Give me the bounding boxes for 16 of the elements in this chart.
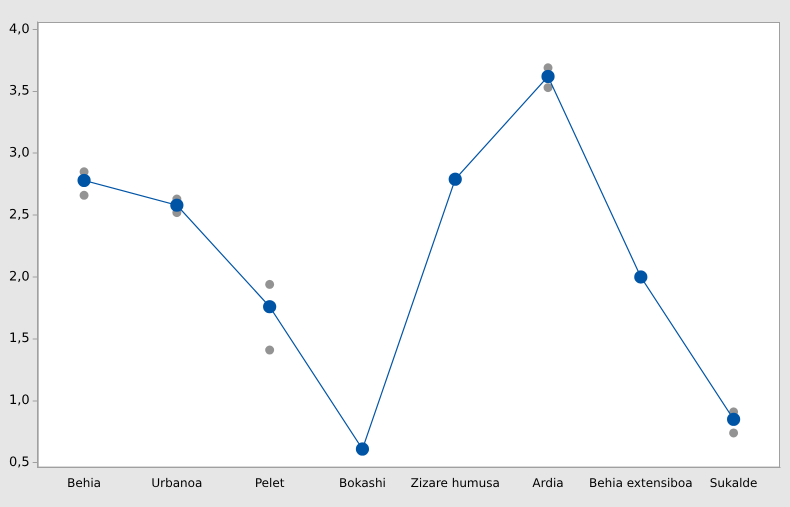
x-tick-label: Behia extensiboa	[589, 476, 693, 490]
y-tick-label: 2,0	[8, 269, 30, 284]
y-tick-label: 3,5	[8, 84, 30, 99]
y-tick-label: 1,5	[8, 331, 30, 346]
y-tick-label: 0,5	[8, 455, 30, 470]
y-tick-label: 2,5	[8, 207, 30, 222]
x-tick-label: Ardia	[532, 476, 564, 490]
x-tick-label: Bokashi	[339, 476, 386, 490]
y-tick-label: 1,0	[8, 393, 30, 408]
x-tick-label: Behia	[67, 476, 102, 490]
x-tick-label: Zizare humusa	[410, 476, 500, 490]
x-tick-label: Urbanoa	[151, 476, 202, 490]
y-tick-label: 4,0	[8, 22, 30, 37]
x-tick-label: Pelet	[254, 476, 285, 490]
x-tick-label: Sukalde	[710, 476, 758, 490]
y-tick-label: 3,0	[8, 146, 30, 161]
